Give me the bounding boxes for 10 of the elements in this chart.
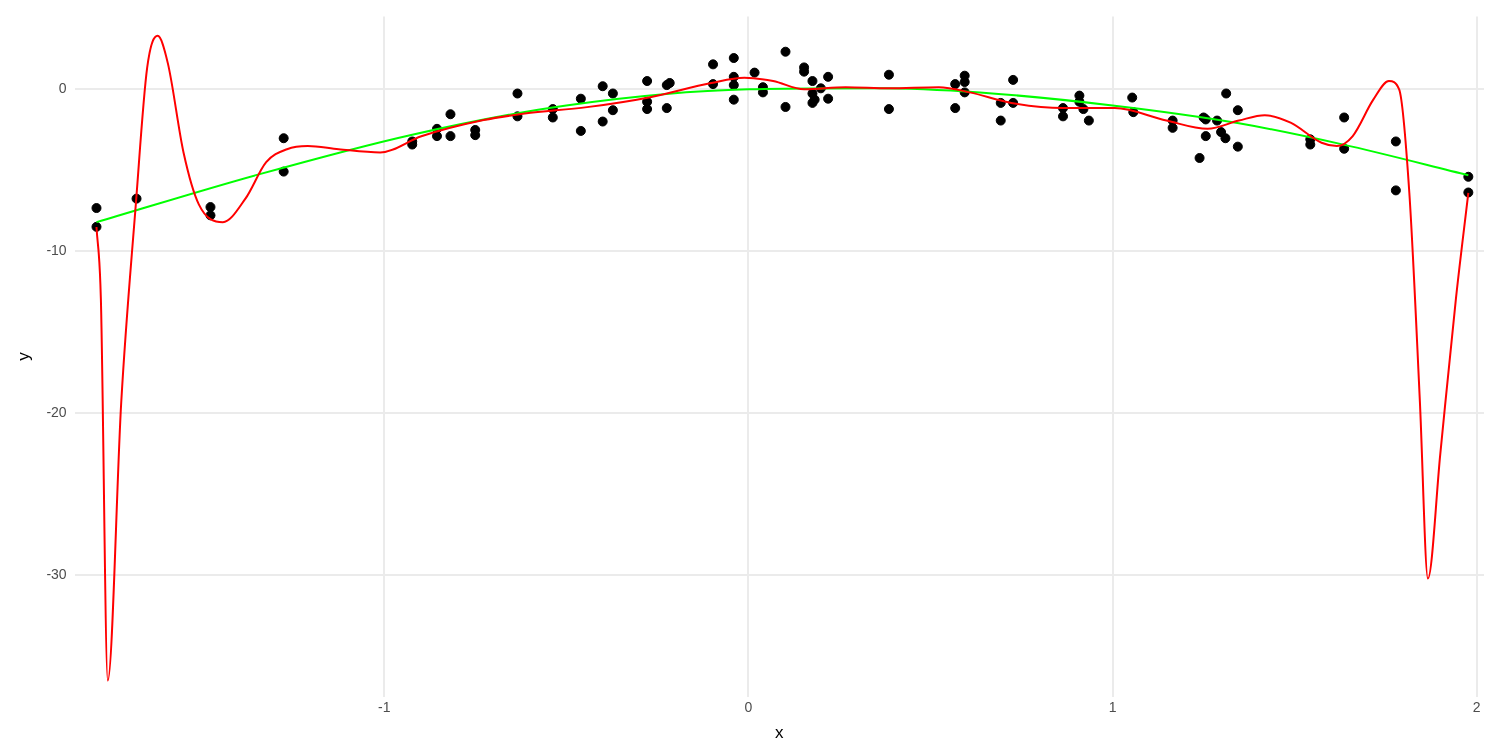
y-tick-label: -10 xyxy=(46,242,67,259)
x-tick-label: 0 xyxy=(744,699,753,716)
x-tick-label: 1 xyxy=(1108,699,1117,716)
y-tick-label: 0 xyxy=(58,80,67,97)
x-tick-label: -1 xyxy=(377,699,391,716)
y-axis-title: y xyxy=(13,351,33,361)
x-tick-label: 2 xyxy=(1472,699,1481,716)
y-tick-label: -30 xyxy=(46,566,67,583)
y-tick-label: -20 xyxy=(46,404,67,421)
x-axis-title: x xyxy=(775,723,785,743)
